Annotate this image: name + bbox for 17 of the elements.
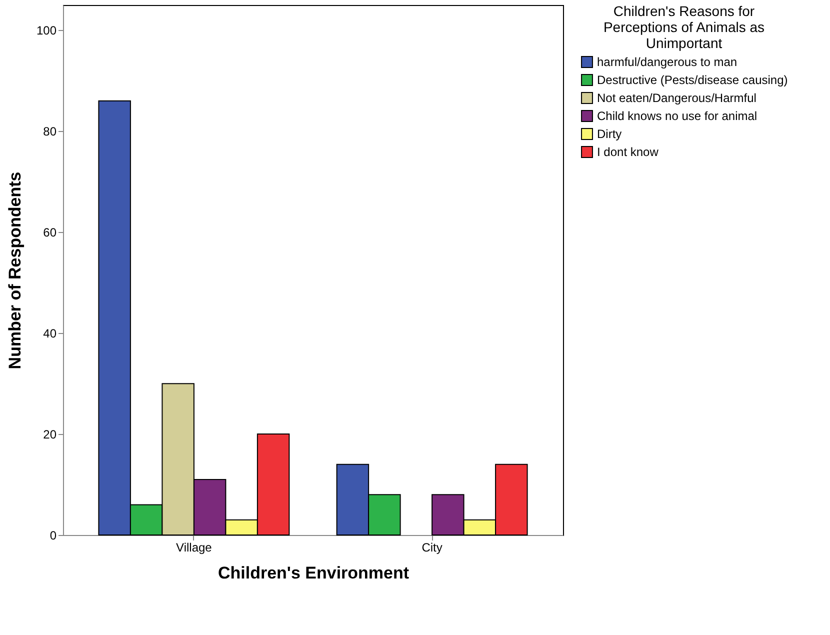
y-tick-label: 40: [43, 326, 57, 341]
x-tick-label: City: [422, 540, 442, 554]
y-tick-label: 80: [43, 124, 57, 139]
y-tick-label: 0: [50, 528, 57, 542]
legend-title: Children's Reasons for Perceptions of Animals as Unimportant: [603, 3, 765, 51]
legend-label: Not eaten/Dangerous/Harmful: [597, 91, 756, 105]
legend-label: I dont know: [597, 145, 659, 159]
legend-label: Dirty: [597, 127, 622, 141]
x-axis-title: Children's Environment: [218, 564, 410, 582]
y-axis-title: Number of Respondents: [5, 172, 24, 370]
y-tick-label: 20: [43, 428, 57, 442]
legend-label: Child knows no use for animal: [597, 109, 758, 123]
x-tick-label: Village: [176, 540, 212, 554]
legend-label: Destructive (Pests/disease causing): [597, 73, 788, 87]
y-tick-label: 60: [43, 226, 57, 240]
legend-label: harmful/dangerous to man: [597, 55, 738, 69]
y-tick-label: 100: [36, 24, 57, 38]
